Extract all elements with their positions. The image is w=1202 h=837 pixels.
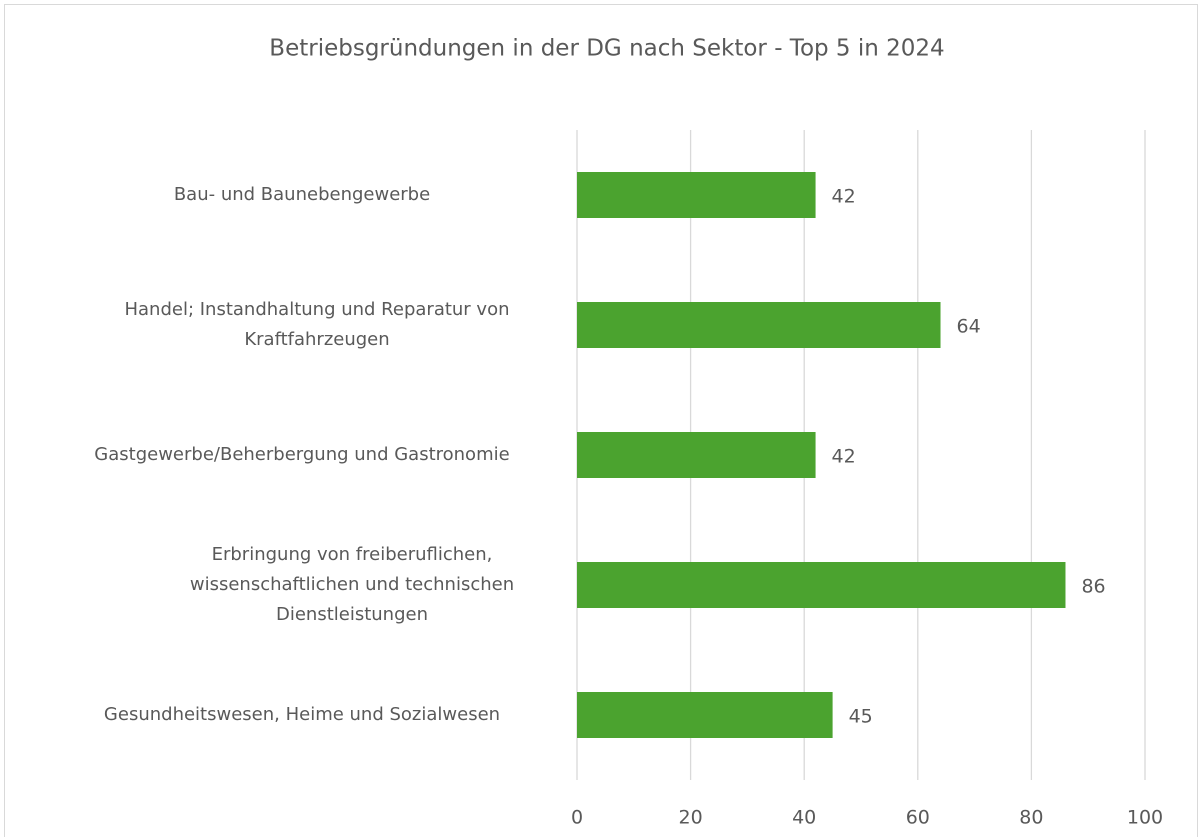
data-label: 64	[957, 316, 981, 338]
x-tick-label: 0	[571, 807, 583, 829]
data-label: 86	[1081, 576, 1105, 598]
data-label: 42	[832, 446, 856, 468]
bar	[577, 432, 816, 478]
bar	[577, 692, 833, 738]
x-tick-label: 20	[679, 807, 703, 829]
x-tick-label: 60	[906, 807, 930, 829]
x-tick-label: 80	[1019, 807, 1043, 829]
x-tick-label: 100	[1127, 807, 1163, 829]
data-label: 45	[849, 706, 873, 728]
bar	[577, 562, 1066, 608]
chart-frame	[4, 4, 1198, 837]
bar	[577, 302, 941, 348]
chart-title: Betriebsgründungen in der DG nach Sektor…	[269, 36, 944, 62]
y-tick-label: Erbringung von freiberuflichen, wissensc…	[189, 544, 515, 625]
y-tick-label: Handel; Instandhaltung und Reparatur von…	[124, 299, 510, 350]
y-tick-label: Gastgewerbe/Beherbergung und Gastronomie	[94, 444, 510, 465]
x-tick-label: 40	[792, 807, 816, 829]
y-tick-label: Bau- und Baunebengewerbe	[173, 184, 431, 205]
y-tick-label: Gesundheitswesen, Heime und Sozialwesen	[103, 704, 501, 725]
data-label: 42	[832, 186, 856, 208]
bar	[577, 172, 816, 218]
